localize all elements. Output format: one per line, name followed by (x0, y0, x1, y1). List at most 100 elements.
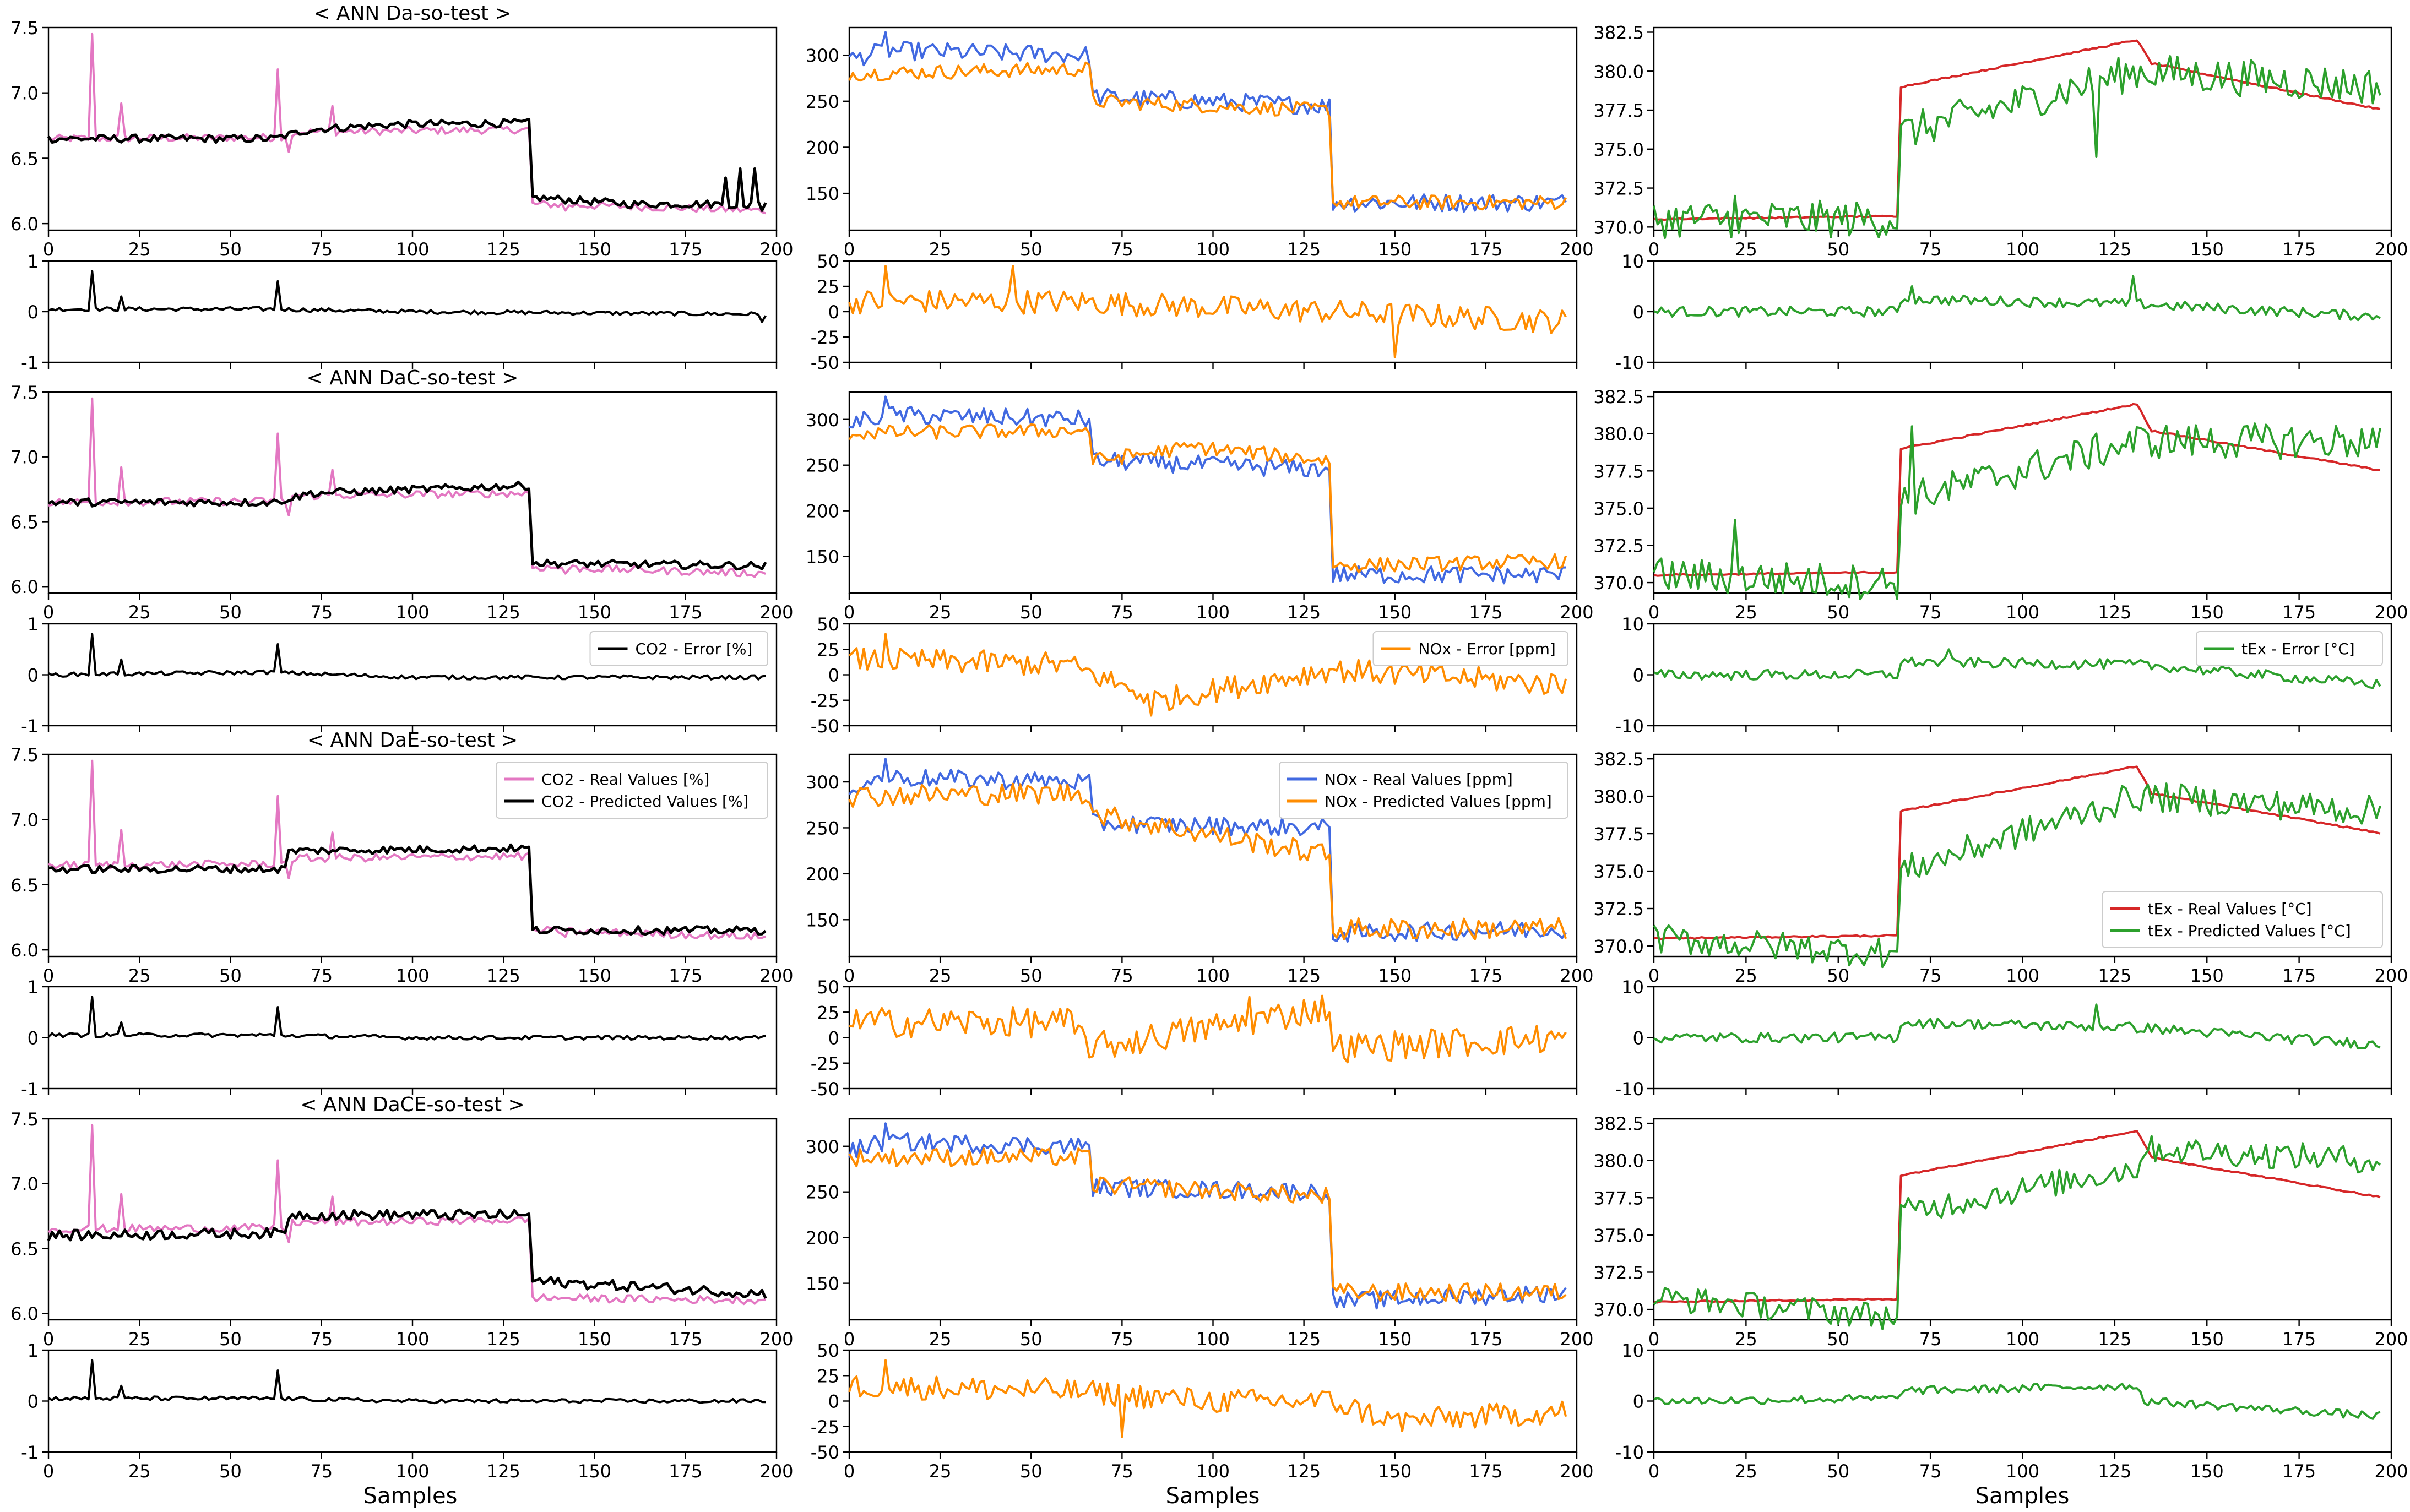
y-tick-label: -25 (811, 1053, 839, 1074)
legend-label-co2-real: CO2 - Real Values [%] (541, 770, 709, 788)
y-tick-label: 375.0 (1593, 1225, 1644, 1246)
co2-real-series (48, 397, 767, 578)
nox-err-series (848, 1359, 1567, 1438)
co2-err-series (47, 996, 766, 1041)
legend-box (496, 762, 768, 819)
tex-err-series (1653, 648, 2381, 689)
subplot-title: < ANN DaC-so-test > (307, 367, 519, 389)
x-tick-label: 0 (43, 1329, 54, 1350)
x-tick-label: 125 (1287, 1329, 1321, 1350)
x-tick-label: 50 (1020, 1329, 1043, 1350)
y-tick-label: 0 (828, 665, 839, 686)
y-tick-label: 250 (806, 818, 839, 839)
tex-err-series (1653, 275, 2381, 322)
legend: NOx - Error [ppm] (1372, 631, 1568, 666)
x-tick-label: 175 (1469, 1329, 1502, 1350)
legend-box (2196, 631, 2383, 666)
y-tick-label: 372.5 (1593, 178, 1644, 199)
y-tick-label: 50 (817, 1340, 839, 1361)
x-tick-label: 175 (669, 239, 702, 260)
y-tick-label: 375.0 (1593, 861, 1644, 882)
x-tick-label: 200 (759, 602, 793, 623)
y-tick-label: 6.5 (10, 512, 39, 532)
x-tick-label: 125 (1287, 1461, 1321, 1482)
x-tick-label: 75 (310, 239, 333, 260)
x-tick-label: 200 (1560, 1461, 1593, 1482)
x-tick-label: 125 (2098, 1461, 2131, 1482)
x-tick-label: 25 (929, 1329, 952, 1350)
y-tick-label: 372.5 (1593, 1262, 1644, 1283)
main-subplot-frame (1653, 26, 2392, 231)
x-tick-label: 125 (487, 1329, 520, 1350)
co2-predicted-series (47, 480, 767, 571)
x-tick-label: 25 (929, 965, 952, 986)
x-tick-label: 125 (2098, 239, 2131, 260)
x-tick-label: 150 (578, 965, 611, 986)
axes-layer: < ANN Da-so-test >6.06.57.07.50 25 50 75 100… (10, 2, 2408, 1482)
legend: tEx - Error [°C] (2196, 631, 2383, 666)
y-tick-label: 50 (817, 614, 839, 635)
y-tick-label: 200 (806, 864, 839, 885)
x-tick-label: 125 (2098, 965, 2131, 986)
nox-predicted-series (848, 61, 1567, 211)
x-tick-label: 100 (1196, 602, 1230, 623)
y-tick-label: 375.0 (1593, 139, 1644, 160)
y-tick-label: -10 (1615, 1079, 1644, 1100)
subplot-title: < ANN Da-so-test > (313, 2, 512, 25)
y-tick-label: -10 (1615, 716, 1644, 737)
x-tick-label: 100 (1196, 965, 1230, 986)
x-tick-label: 50 (1020, 965, 1043, 986)
x-tick-label: 150 (578, 1329, 611, 1350)
co2-real-series (47, 32, 766, 215)
x-tick-label: 175 (669, 602, 702, 623)
x-tick-label: 50 (1020, 602, 1043, 623)
y-tick-label: 0 (828, 1391, 839, 1412)
y-tick-label: -50 (811, 716, 839, 737)
x-tick-label: 50 (1827, 1329, 1849, 1350)
x-tick-label: 100 (2006, 602, 2039, 623)
y-tick-label: 300 (806, 45, 839, 66)
y-tick-label: -10 (1615, 352, 1644, 373)
x-tick-label: 100 (1196, 1329, 1230, 1350)
legend-box (1372, 631, 1568, 666)
y-tick-label: 7.5 (10, 382, 39, 403)
y-tick-label: -1 (21, 716, 39, 737)
x-tick-label: 75 (310, 602, 333, 623)
x-tick-label: 25 (128, 965, 151, 986)
x-tick-label: 50 (219, 1329, 242, 1350)
x-tick-label: 175 (1469, 965, 1502, 986)
x-tick-label: 0 (844, 239, 855, 260)
x-tick-label: 50 (219, 602, 242, 623)
x-tick-label: 75 (310, 1461, 333, 1482)
x-tick-label: 125 (487, 1461, 520, 1482)
x-tick-label: 200 (1560, 1329, 1593, 1350)
x-tick-label: 25 (1735, 1329, 1757, 1350)
y-tick-label: 382.5 (1593, 22, 1644, 43)
co2-err-series (48, 270, 767, 323)
y-tick-label: 1 (28, 251, 39, 272)
y-tick-label: 380.0 (1593, 786, 1644, 807)
legend-label-tex-err: tEx - Error [°C] (2241, 640, 2355, 658)
tex-real-series (1653, 39, 2381, 221)
tex-predicted-series (1653, 782, 2381, 969)
y-tick-label: 300 (806, 772, 839, 793)
nox-real-series (848, 758, 1567, 943)
legend-box (589, 631, 768, 666)
x-tick-label: 0 (844, 602, 855, 623)
y-tick-label: -10 (1615, 1442, 1644, 1463)
x-tick-label: 150 (1378, 965, 1412, 986)
co2-err-series (48, 633, 766, 681)
x-tick-label: 75 (310, 1329, 333, 1350)
x-tick-label: 150 (2190, 602, 2224, 623)
x-tick-label: 200 (1560, 239, 1593, 260)
x-tick-label: 175 (669, 1461, 702, 1482)
x-tick-label: 200 (759, 1329, 793, 1350)
y-tick-label: 0 (828, 302, 839, 323)
y-tick-label: 25 (817, 639, 839, 660)
x-tick-label: 75 (310, 965, 333, 986)
x-tick-label: 0 (1648, 602, 1659, 623)
y-tick-label: 0 (1633, 1391, 1644, 1412)
y-tick-label: 370.0 (1593, 217, 1644, 238)
y-tick-label: 1 (28, 1340, 39, 1361)
